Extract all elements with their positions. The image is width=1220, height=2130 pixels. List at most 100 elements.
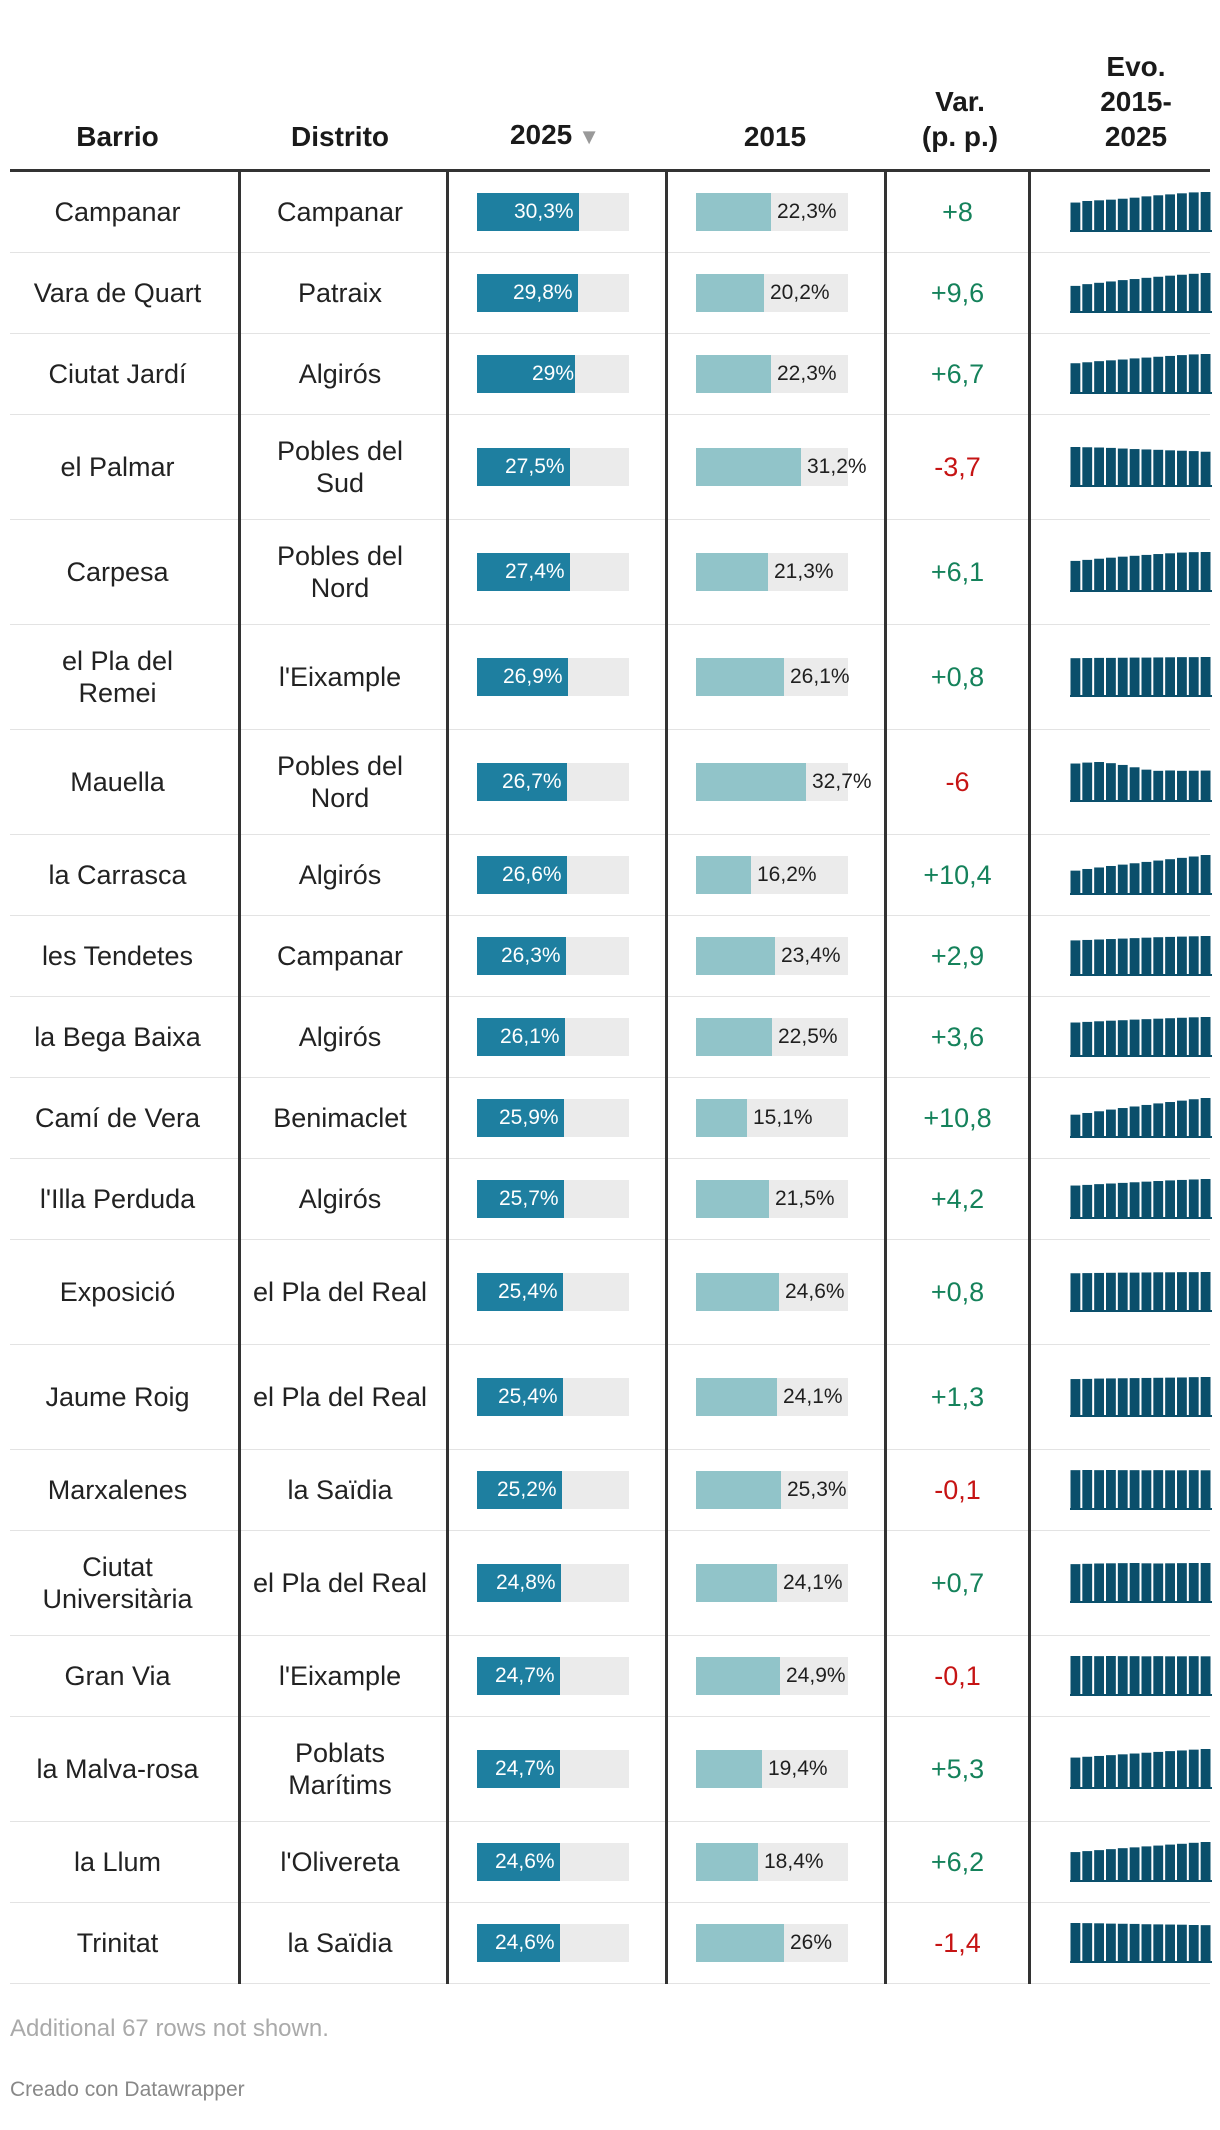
distrito-cell: Algirós: [298, 860, 382, 890]
sparkline-bar: [1200, 1925, 1211, 1963]
sparkline-bar: [1106, 447, 1116, 487]
sparkline-bar: [1141, 1563, 1152, 1603]
sparkline-bar: [1165, 1844, 1175, 1882]
value-2025-bar: [477, 1273, 563, 1311]
value-2015-bar: [696, 658, 784, 696]
value-2025-bar: [477, 1924, 560, 1962]
sparkline-bar: [1188, 192, 1199, 232]
sparkline-bar: [1082, 559, 1093, 592]
value-2015-label: 24,1%: [783, 1571, 843, 1594]
header-2015[interactable]: 2015: [743, 121, 807, 152]
sparkline-baseline: [1070, 311, 1212, 313]
sparkline-baseline: [1070, 1787, 1212, 1789]
evo-sparkline: [1070, 1656, 1212, 1696]
var-cell: +0,8: [930, 662, 985, 692]
sparkline-bar: [1165, 553, 1175, 592]
sparkline-baseline: [1070, 974, 1212, 976]
sparkline-bar: [1177, 1750, 1187, 1789]
sparkline-bar: [1188, 552, 1199, 592]
barrio-cell: Ciutat Universitària: [42, 1552, 193, 1614]
header-distrito[interactable]: Distrito: [291, 121, 389, 152]
header-evo[interactable]: Evo. 2015-2025: [1100, 51, 1172, 152]
datawrapper-credit[interactable]: Creado con Datawrapper: [10, 2078, 245, 2101]
sparkline-baseline: [1070, 1961, 1212, 1963]
evo-sparkline: [1070, 1098, 1212, 1138]
table-body: Campanar Campanar 30,3% 22,3% +8 Vara de Quar…: [10, 172, 1212, 1984]
value-2025-label: 29%: [532, 362, 575, 385]
sparkline-bar: [1117, 1020, 1128, 1057]
var-cell: +4,2: [930, 1184, 985, 1214]
sparkline-bar: [1200, 1098, 1211, 1138]
sparkline-bar: [1141, 196, 1152, 232]
sparkline-bar: [1070, 285, 1081, 313]
value-2015-track: 24,1%: [696, 1378, 848, 1416]
sort-descending-icon: ▼: [578, 124, 601, 149]
sparkline-bar: [1200, 770, 1211, 802]
sparkline-bar: [1082, 1021, 1093, 1057]
sparkline-bar: [1094, 867, 1104, 895]
evo-sparkline: [1070, 1470, 1212, 1510]
sparkline-bar: [1070, 1185, 1081, 1219]
sparkline-bar: [1200, 552, 1211, 592]
evo-sparkline: [1070, 1179, 1212, 1219]
sparkline-bar: [1117, 657, 1128, 697]
sparkline-bar: [1082, 1378, 1093, 1417]
table-row: Ciutat Jardí Algirós 29% 22,3% +6,7: [10, 334, 1212, 415]
value-2015-bar: [696, 355, 771, 393]
sparkline-bar: [1070, 658, 1081, 697]
distrito-cell: Algirós: [298, 1184, 382, 1214]
sparkline-bar: [1188, 657, 1199, 697]
table-row: Gran Via l'Eixample 24,7% 24,9% -0,1: [10, 1636, 1212, 1717]
var-cell: +9,6: [930, 278, 985, 308]
barrio-cell: la Bega Baixa: [34, 1022, 201, 1052]
table-row: el Pla del Remei l'Eixample 26,9% 26,1% +0,8: [10, 625, 1212, 730]
var-cell: -1,4: [934, 1928, 981, 1958]
var-cell: +0,7: [930, 1568, 985, 1598]
table-row: Jaume Roig el Pla del Real 25,4% 24,1% +1,3: [10, 1345, 1212, 1450]
value-2025-label: 24,7%: [495, 1757, 555, 1780]
sparkline-bar: [1188, 1842, 1199, 1882]
sparkline-bar: [1200, 192, 1211, 232]
sparkline-bar: [1070, 1656, 1081, 1696]
header-barrio[interactable]: Barrio: [76, 121, 159, 152]
value-2025-label: 26,3%: [501, 944, 561, 967]
sparkline-baseline: [1070, 1508, 1212, 1510]
value-2015-bar: [696, 856, 751, 894]
var-cell: +3,6: [930, 1022, 985, 1052]
value-2025-track: 24,6%: [477, 1843, 629, 1881]
sparkline-bar: [1070, 1273, 1081, 1312]
sparkline-bar: [1070, 202, 1081, 232]
sparkline-baseline: [1070, 1601, 1212, 1603]
distrito-cell: Benimaclet: [273, 1103, 407, 1133]
column-divider: [446, 172, 449, 1984]
sparkline-bar: [1070, 447, 1081, 487]
sparkline-bar: [1094, 1755, 1104, 1789]
value-2025-track: 24,7%: [477, 1750, 629, 1788]
value-2025-track: 25,9%: [477, 1099, 629, 1137]
value-2015-track: 24,1%: [696, 1564, 848, 1602]
sparkline-bar: [1082, 1756, 1093, 1789]
sparkline-bar: [1106, 1656, 1116, 1696]
value-2025-label: 26,9%: [503, 665, 563, 688]
sparkline-bar: [1082, 362, 1093, 394]
distrito-cell: el Pla del Real: [252, 1382, 428, 1412]
header-2025[interactable]: 2025 ▼: [455, 117, 655, 154]
var-cell: +1,3: [930, 1382, 985, 1412]
value-2015-track: 23,4%: [696, 937, 848, 975]
column-divider: [238, 172, 241, 1984]
header-var[interactable]: Var. (p. p.): [921, 86, 999, 152]
sparkline-bar: [1177, 1470, 1187, 1510]
value-2015-track: 26,1%: [696, 658, 850, 696]
sparkline-baseline: [1070, 1694, 1212, 1696]
value-2025-label: 25,7%: [499, 1187, 559, 1210]
sparkline-bar: [1106, 1923, 1116, 1963]
value-2015-bar: [696, 1273, 779, 1311]
value-2015-label: 26,1%: [790, 665, 850, 688]
sparkline-bar: [1200, 1749, 1211, 1789]
value-2025-label: 29,8%: [513, 281, 573, 304]
value-2015-track: 24,9%: [696, 1657, 848, 1695]
barrio-cell: la Carrasca: [48, 860, 187, 890]
sparkline-bar: [1082, 1851, 1093, 1882]
table-row: la Malva-rosa Poblats Marítims 24,7% 19,4% +…: [10, 1717, 1212, 1822]
sparkline-bar: [1117, 1182, 1128, 1219]
